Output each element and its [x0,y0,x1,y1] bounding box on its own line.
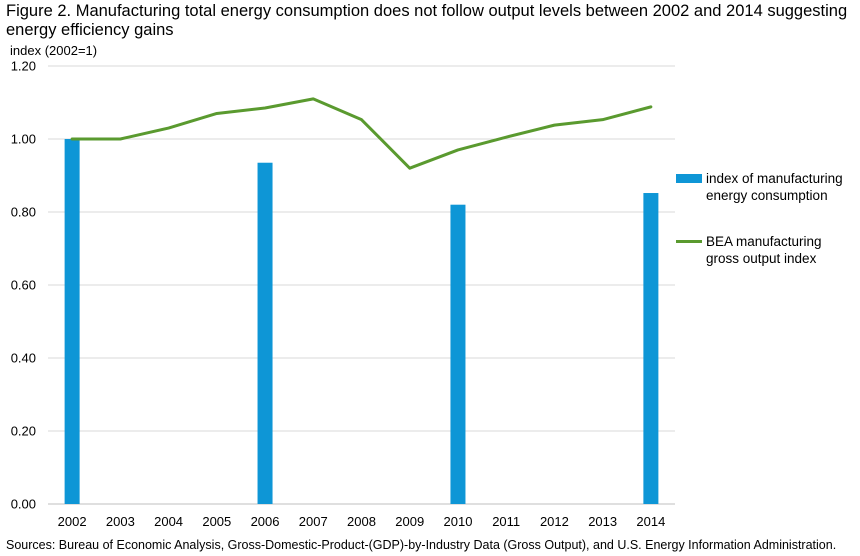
y-axis-label: index (2002=1) [10,43,98,58]
x-tick-label: 2004 [154,514,183,529]
legend-swatch-bar [676,174,702,183]
y-tick-label: 0.40 [11,351,36,366]
line-gross-output [70,97,653,170]
bar-energy-consumption [643,193,659,504]
x-tick-label: 2013 [588,514,617,529]
legend-swatch-line [676,240,702,243]
x-tick-label: 2005 [202,514,231,529]
x-tick-label: 2003 [106,514,135,529]
x-tick-label: 2007 [299,514,328,529]
x-tick-label: 2011 [492,514,520,529]
bar-energy-consumption [64,139,80,504]
y-tick-label: 0.60 [11,278,36,293]
x-tick-label: 2009 [395,514,424,529]
bar-energy-consumption [450,204,466,504]
x-tick-label: 2010 [444,514,473,529]
x-tick-label: 2002 [58,514,87,529]
y-tick-label: 1.20 [11,59,36,74]
chart-title: Figure 2. Manufacturing total energy con… [6,2,848,39]
y-tick-label: 1.00 [11,132,36,147]
source-note: Sources: Bureau of Economic Analysis, Gr… [6,538,837,552]
bar-energy-consumption [257,162,273,504]
x-tick-label: 2014 [636,514,665,529]
legend-label-output: BEA manufacturing gross output index [706,234,822,266]
x-tick-label: 2012 [540,514,569,529]
y-tick-label: 0.20 [11,424,36,439]
y-tick-label: 0.00 [11,497,36,512]
y-tick-label: 0.80 [11,205,36,220]
x-tick-label: 2006 [251,514,280,529]
legend-label-energy: index of manufacturing energy consumptio… [706,171,843,203]
x-tick-label: 2008 [347,514,376,529]
